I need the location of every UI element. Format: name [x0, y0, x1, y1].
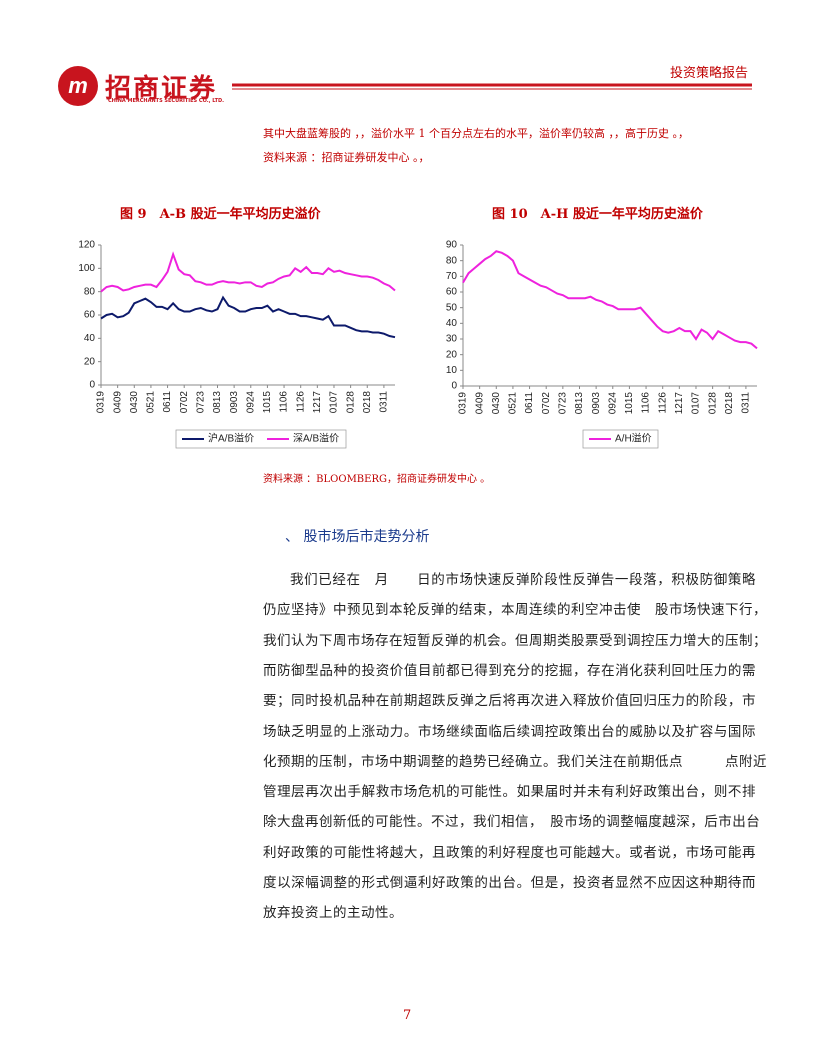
legend-label: 沪A/B溢价: [208, 432, 254, 445]
brand-en: CHINA MERCHANTS SECURITIES CO., LTD.: [108, 98, 225, 104]
y-tick-label: 0: [451, 381, 457, 392]
y-tick-label: 50: [446, 302, 458, 313]
x-tick-label: 0924: [607, 392, 618, 415]
x-tick-label: 0813: [574, 392, 585, 415]
intro-line: 其中大盘蓝筹股的 ，，溢价水平 1 个百分点左右的水平，溢价率仍较高 ，，高于历…: [263, 127, 689, 140]
page-number: 7: [403, 1008, 412, 1023]
x-tick-label: 1217: [312, 391, 323, 414]
x-tick-label: 0218: [362, 391, 373, 414]
body-line: 放弃投资上的主动性。: [263, 905, 403, 922]
x-tick-label: 0521: [146, 391, 157, 414]
source-note: 资料来源 ：BLOOMBERG，招商证券研发中心 。: [263, 474, 491, 485]
x-tick-label: 0311: [741, 392, 752, 414]
x-tick-label: 0702: [541, 392, 552, 415]
x-tick-label: 1015: [262, 391, 273, 414]
x-tick-label: 0611: [162, 391, 173, 413]
x-tick-label: 0521: [508, 392, 519, 415]
logo-glyph: m: [68, 73, 88, 98]
x-tick-label: 0218: [724, 392, 735, 415]
data-line: [462, 250, 758, 350]
y-tick-label: 80: [446, 255, 458, 266]
x-tick-label: 0128: [345, 391, 356, 414]
x-tick-label: 1217: [674, 392, 685, 415]
legend-label: 深A/B溢价: [293, 432, 339, 445]
x-tick-label: 0107: [691, 392, 702, 415]
y-tick-label: 40: [84, 333, 96, 344]
legend-box: [582, 429, 659, 449]
intro-line: 资料来源 ：招商证券研发中心 。，: [263, 151, 430, 164]
x-tick-label: 1126: [657, 392, 668, 414]
body-line: 度以深幅调整的形式倒逼利好政策的出台。但是，投资者显然不应因这种期待而: [263, 875, 756, 891]
data-line: [100, 295, 396, 339]
y-tick-label: 30: [446, 334, 458, 345]
x-tick-label: 0319: [458, 392, 469, 415]
x-tick-label: 0924: [245, 391, 256, 414]
body-line: 化预期的压制，市场中期调整的趋势已经确立。我们关注在前期低点 点附近: [263, 753, 767, 770]
body-line: 要；同时投机品种在前期超跌反弹之后将再次进入释放价值回归压力的阶段，市: [263, 693, 756, 710]
body-line: 利好政策的可能性将越大，且政策的利好程度也可能越大。或者说，市场可能再: [263, 844, 756, 861]
body-line: 场缺乏明显的上涨动力。市场继续面临后续调控政策出台的威胁以及扩容与国际: [263, 723, 756, 740]
body-line: 我们已经在 月 日的市场快速反弹阶段性反弹告一段落，积极防御策略: [290, 572, 756, 588]
y-tick-label: 20: [84, 356, 96, 367]
body-line: 我们认为下周市场存在短暂反弹的机会。但周期类股票受到调控压力增大的压制；: [263, 632, 767, 649]
x-tick-label: 1126: [295, 391, 306, 413]
x-tick-label: 1106: [641, 392, 652, 414]
x-tick-label: 0723: [557, 392, 568, 415]
y-tick-label: 40: [446, 318, 458, 329]
body-line: 除大盘再创新低的可能性。不过，我们相信， 股市场的调整幅度越深，后市出台: [263, 814, 761, 831]
y-tick-label: 60: [84, 310, 96, 321]
x-tick-label: 0702: [179, 391, 190, 414]
x-tick-label: 0723: [195, 391, 206, 414]
x-tick-label: 0430: [129, 391, 140, 414]
x-tick-label: 0611: [524, 392, 535, 414]
body-line: 而防御型品种的投资价值目前都已得到充分的挖掘，存在消化获利回吐压力的需: [263, 662, 756, 679]
chart-title: 图 9 A-B 股近一年平均历史溢价: [120, 207, 321, 222]
x-tick-label: 0319: [96, 391, 107, 414]
legend-label: A/H溢价: [615, 432, 652, 445]
body-line: 仍应坚持》中预见到本轮反弹的结束，本周连续的利空冲击使 股市场快速下行，: [263, 602, 767, 619]
x-tick-label: 0430: [491, 392, 502, 415]
report-type: 投资策略报告: [670, 66, 749, 81]
y-tick-label: 10: [446, 365, 458, 376]
brand: 招商证券: [105, 74, 218, 104]
x-tick-label: 0311: [379, 391, 390, 413]
x-tick-label: 1015: [624, 392, 635, 415]
x-tick-label: 0409: [112, 391, 123, 414]
x-tick-label: 1106: [279, 391, 290, 413]
y-tick-label: 0: [89, 380, 95, 391]
chart-title: 图 10 A-H 股近一年平均历史溢价: [492, 207, 703, 222]
x-tick-label: 0903: [591, 392, 602, 415]
y-tick-label: 90: [446, 240, 458, 251]
x-tick-label: 0813: [212, 391, 223, 414]
x-tick-label: 0903: [229, 391, 240, 414]
section-heading: 、 股市场后市走势分析: [285, 529, 430, 545]
x-tick-label: 0107: [329, 391, 340, 414]
y-tick-label: 80: [84, 286, 96, 297]
data-line: [100, 251, 396, 293]
x-tick-label: 0128: [707, 392, 718, 415]
y-tick-label: 70: [446, 271, 458, 282]
y-tick-label: 60: [446, 287, 458, 298]
y-tick-label: 120: [78, 240, 95, 251]
body-line: 管理层再次出手解救市场危机的可能性。如果届时并未有利好政策出台，则不排: [263, 784, 756, 801]
x-tick-label: 0409: [474, 392, 485, 415]
logo-mark: [58, 66, 98, 106]
y-tick-label: 20: [446, 349, 458, 360]
legend-box: [175, 429, 347, 449]
y-tick-label: 100: [78, 263, 95, 274]
